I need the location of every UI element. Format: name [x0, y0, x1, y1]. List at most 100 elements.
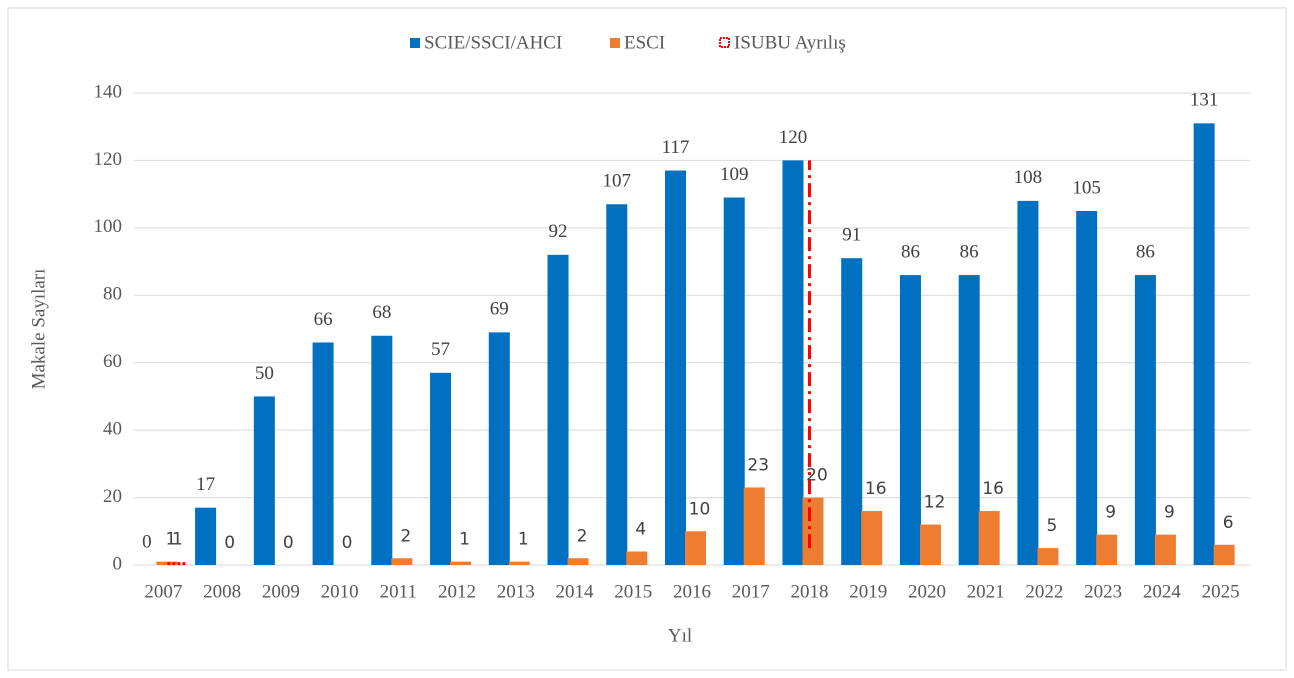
data-label: 9: [1164, 503, 1175, 523]
x-tick-label: 2017: [732, 581, 770, 602]
bar: [391, 558, 413, 565]
y-tick-label: 100: [94, 216, 123, 237]
bar: [899, 275, 921, 565]
data-label: 57: [431, 339, 450, 360]
bar: [1193, 123, 1215, 565]
legend-label: SCIE/SSCI/AHCI: [424, 32, 562, 53]
data-label: 2: [400, 526, 411, 546]
data-label: 86: [1136, 241, 1155, 262]
data-label: 92: [549, 221, 568, 242]
x-tick-label: 2025: [1202, 581, 1240, 602]
data-label: 12: [924, 493, 946, 513]
bar: [978, 511, 1000, 565]
y-axis-title: Makale Sayıları: [28, 269, 49, 390]
y-tick-label: 20: [103, 486, 122, 507]
x-tick-label: 2011: [380, 581, 417, 602]
data-label: 69: [490, 299, 509, 320]
data-label: 5: [1047, 516, 1058, 536]
bar: [1037, 548, 1059, 565]
data-label: 9: [1105, 503, 1116, 523]
y-tick-label: 120: [94, 149, 123, 170]
bar: [626, 551, 648, 565]
bar: [253, 396, 275, 565]
data-label: 0: [142, 531, 152, 552]
x-tick-label: 2023: [1084, 581, 1122, 602]
data-label: 86: [901, 241, 920, 262]
x-tick-label: 2021: [967, 581, 1005, 602]
data-label: 117: [662, 137, 690, 158]
data-label: 16: [865, 479, 887, 499]
x-tick-label: 2014: [556, 581, 595, 602]
legend-label: ISUBU Ayrılış: [734, 32, 846, 53]
data-label: 17: [196, 474, 215, 495]
x-tick-label: 2013: [497, 581, 535, 602]
data-label: 1: [165, 530, 176, 550]
bar: [1076, 211, 1098, 565]
x-tick-label: 2015: [614, 581, 652, 602]
bar: [1154, 534, 1176, 565]
x-tick-label: 2020: [908, 581, 946, 602]
x-tick-label: 2008: [203, 581, 241, 602]
bar: [1017, 200, 1039, 565]
data-label: 4: [635, 520, 646, 540]
bar: [723, 197, 745, 565]
data-label: 0: [224, 533, 235, 553]
bar: [156, 561, 178, 565]
y-tick-label: 0: [113, 553, 123, 574]
data-label: 107: [603, 171, 632, 192]
y-tick-label: 40: [103, 419, 122, 440]
x-tick-label: 2024: [1143, 581, 1182, 602]
legend-swatch: [719, 37, 730, 48]
data-label: 0: [342, 533, 353, 553]
data-label: 66: [314, 309, 333, 330]
data-label: 50: [255, 363, 274, 384]
data-label: 20: [806, 466, 828, 486]
bar: [1213, 544, 1235, 565]
data-label: 68: [372, 302, 391, 323]
x-tick-label: 2009: [262, 581, 300, 602]
bar: [488, 332, 510, 565]
data-label: 131: [1190, 90, 1219, 111]
data-label: 16: [982, 479, 1004, 499]
bar: [743, 487, 765, 565]
x-axis-title: Yıl: [668, 625, 692, 646]
x-tick-label: 2018: [790, 581, 828, 602]
bar: [685, 531, 706, 565]
bar: [606, 204, 628, 565]
x-tick-label: 2019: [849, 581, 887, 602]
bar: [665, 170, 686, 566]
data-label: 105: [1072, 177, 1101, 198]
bar: [1134, 275, 1156, 565]
data-label: 1: [459, 530, 470, 550]
data-label: 86: [960, 241, 979, 262]
x-tick-label: 2012: [438, 581, 476, 602]
bar: [958, 275, 980, 565]
bar: [782, 160, 804, 565]
data-label: 0: [283, 533, 294, 553]
bar: [547, 254, 569, 566]
bar: [430, 372, 452, 565]
bar: [802, 497, 824, 565]
y-tick-label: 140: [94, 81, 123, 102]
data-label: 91: [842, 225, 861, 246]
bar: [861, 511, 883, 565]
data-label: 2: [577, 526, 588, 546]
bar: [371, 335, 393, 565]
marker-label: 1: [172, 530, 183, 550]
bar: [508, 561, 530, 565]
data-label: 109: [720, 164, 749, 185]
bar: [919, 524, 941, 565]
bar: [312, 342, 334, 565]
bar: [1096, 534, 1118, 565]
data-label: 23: [747, 455, 769, 475]
bar: [567, 558, 589, 565]
bar: [450, 561, 472, 565]
x-tick-label: 2022: [1025, 581, 1063, 602]
bar: [841, 258, 863, 565]
y-tick-label: 60: [103, 351, 122, 372]
data-label: 1: [518, 530, 529, 550]
legend-swatch: [610, 38, 620, 48]
data-label: 108: [1014, 167, 1043, 188]
x-tick-label: 2010: [321, 581, 359, 602]
